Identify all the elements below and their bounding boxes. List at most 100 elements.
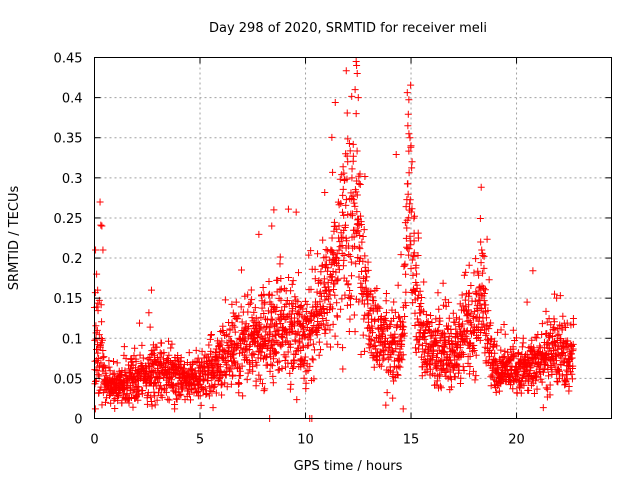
data-point xyxy=(451,373,459,381)
data-point xyxy=(482,314,490,322)
data-point xyxy=(569,362,577,370)
data-point xyxy=(226,337,234,345)
data-point xyxy=(351,86,359,94)
data-point xyxy=(439,329,447,337)
data-point xyxy=(520,381,528,389)
data-point xyxy=(543,318,551,326)
data-point xyxy=(404,122,412,130)
data-point xyxy=(451,318,459,326)
data-point xyxy=(393,371,401,379)
data-point xyxy=(485,353,493,361)
data-point xyxy=(412,261,420,269)
data-point xyxy=(373,357,381,365)
data-point xyxy=(354,94,362,102)
data-point xyxy=(342,196,350,204)
data-point xyxy=(418,294,426,302)
data-point xyxy=(234,360,242,368)
data-point xyxy=(147,393,155,401)
data-point xyxy=(465,289,473,297)
data-point xyxy=(205,392,213,400)
data-point xyxy=(399,351,407,359)
data-point xyxy=(495,387,503,395)
data-point xyxy=(437,384,445,392)
data-point xyxy=(264,337,272,345)
data-point xyxy=(295,269,302,277)
data-point xyxy=(339,191,347,199)
data-point xyxy=(309,340,317,348)
data-point xyxy=(256,375,264,383)
data-point xyxy=(465,292,473,300)
data-point xyxy=(338,208,346,216)
x-tick-label: 10 xyxy=(297,433,314,448)
data-point xyxy=(109,370,117,378)
data-point xyxy=(255,326,263,334)
data-point xyxy=(114,397,122,405)
data-point xyxy=(99,346,107,354)
data-point xyxy=(327,261,335,269)
data-point xyxy=(434,289,442,297)
data-point xyxy=(194,388,202,396)
data-point xyxy=(188,385,196,393)
data-point xyxy=(375,361,383,369)
y-tick-label: 0.15 xyxy=(54,292,83,307)
data-point xyxy=(324,295,332,303)
data-point xyxy=(224,364,232,372)
data-point xyxy=(153,396,161,404)
data-point xyxy=(322,253,330,261)
y-axis-label: SRMTID / TECUs xyxy=(7,186,22,291)
data-point xyxy=(287,287,295,295)
data-point xyxy=(407,265,415,273)
data-point xyxy=(230,350,238,358)
data-point xyxy=(479,269,487,277)
data-point xyxy=(283,329,291,337)
data-point xyxy=(407,142,415,150)
data-point xyxy=(92,246,100,254)
data-point xyxy=(162,388,170,396)
data-point xyxy=(569,320,577,328)
data-point xyxy=(92,322,100,330)
data-point xyxy=(403,89,411,97)
data-point xyxy=(232,298,240,306)
data-point xyxy=(95,331,103,339)
data-point xyxy=(539,404,547,412)
data-point xyxy=(386,321,394,329)
data-point xyxy=(236,367,244,375)
data-point xyxy=(121,367,129,375)
data-point xyxy=(331,291,339,299)
data-point xyxy=(345,140,353,148)
data-point xyxy=(340,211,348,219)
data-point xyxy=(207,331,215,339)
data-point xyxy=(145,309,153,317)
data-point xyxy=(273,327,281,335)
data-point xyxy=(394,281,402,289)
data-point xyxy=(510,352,518,360)
data-point xyxy=(343,237,351,245)
data-point xyxy=(523,298,531,306)
data-point xyxy=(199,363,207,371)
data-point xyxy=(258,348,266,356)
data-point xyxy=(235,335,243,343)
data-point xyxy=(156,375,164,383)
data-point xyxy=(347,301,355,309)
data-point xyxy=(265,277,273,285)
data-point xyxy=(375,352,383,360)
data-point xyxy=(198,347,206,355)
data-point xyxy=(542,384,550,392)
data-point xyxy=(435,305,443,313)
data-point xyxy=(459,320,467,328)
data-point xyxy=(247,286,255,294)
data-point xyxy=(200,386,208,394)
data-point xyxy=(357,220,365,228)
data-point xyxy=(343,109,351,117)
data-point xyxy=(344,158,352,166)
data-point xyxy=(270,206,278,214)
data-point xyxy=(358,238,366,246)
data-point xyxy=(321,296,329,304)
data-point xyxy=(442,302,450,310)
data-points xyxy=(90,58,577,422)
data-point xyxy=(365,344,373,352)
chart-title: Day 298 of 2020, SRMTID for receiver mel… xyxy=(209,21,487,36)
data-point xyxy=(107,399,115,407)
data-point xyxy=(413,284,421,292)
